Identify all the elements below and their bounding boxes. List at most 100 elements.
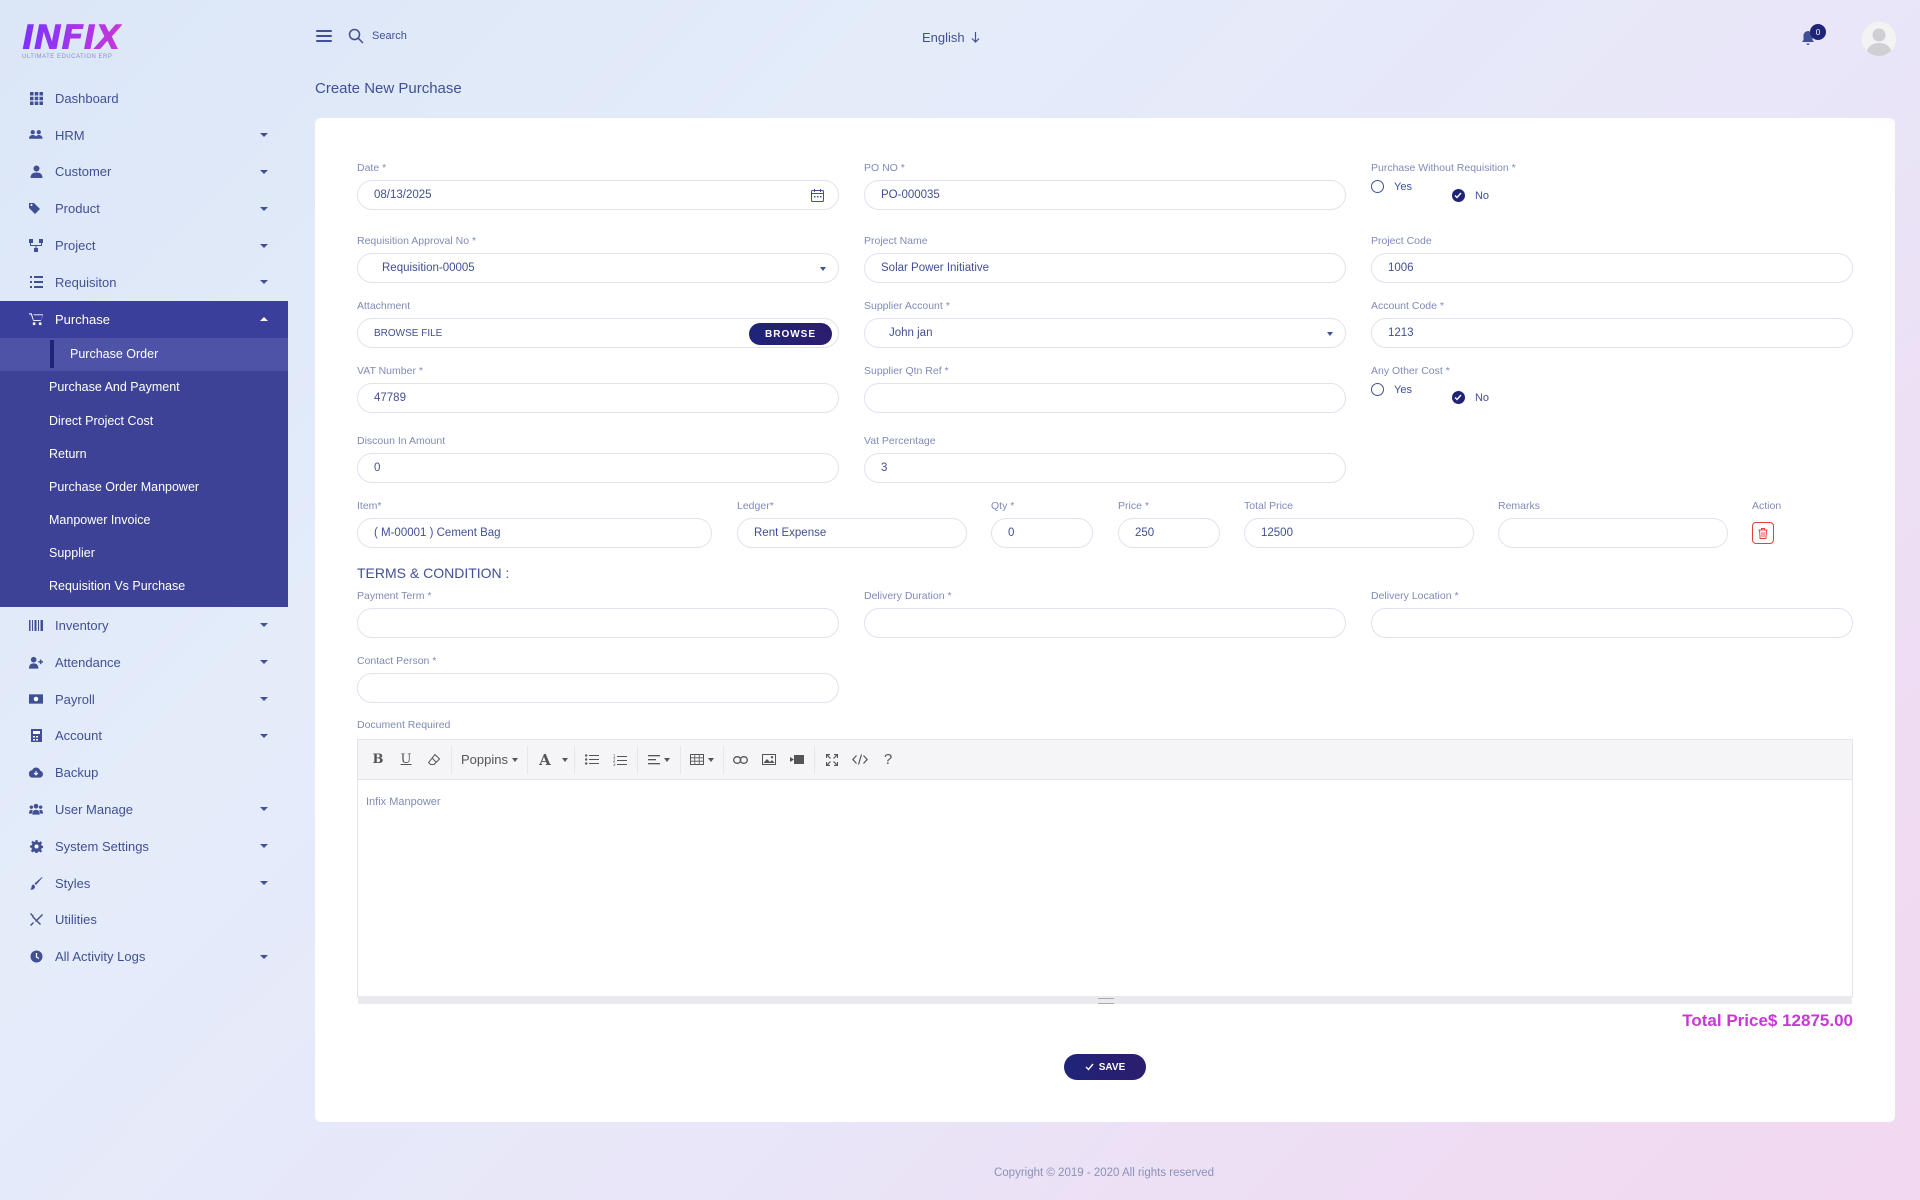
sidebar-item-label: HRM: [55, 127, 85, 143]
help-icon[interactable]: ?: [883, 751, 893, 768]
table-icon[interactable]: [684, 746, 720, 774]
qty-value: 0: [1008, 527, 1015, 539]
video-icon[interactable]: [783, 746, 811, 774]
hamburger-menu-icon[interactable]: [316, 30, 332, 42]
pwr-no-radio[interactable]: No: [1451, 189, 1489, 202]
pwr-radio-group: Yes No: [1371, 180, 1671, 202]
requisition-select[interactable]: Requisition-00005: [357, 253, 839, 283]
project-name-input[interactable]: Solar Power Initiative: [864, 253, 1346, 283]
editor-resize-handle[interactable]: [358, 996, 1852, 1004]
submenu-label: Manpower Invoice: [49, 513, 151, 528]
sidebar-item-requisition[interactable]: Requisiton: [0, 264, 288, 301]
vat-percentage-input[interactable]: 3: [864, 453, 1346, 483]
contact-person-label: Contact Person *: [357, 655, 437, 667]
item-select[interactable]: ( M-00001 ) Cement Bag: [357, 518, 712, 548]
calendar-icon[interactable]: [811, 189, 824, 202]
supplier-account-select[interactable]: John jan: [864, 318, 1346, 348]
sidebar-item-customer[interactable]: Customer: [0, 154, 288, 191]
sidebar-item-attendance[interactable]: Attendance: [0, 644, 288, 681]
language-label: English: [922, 30, 965, 45]
sidebar-item-purchase[interactable]: Purchase: [0, 300, 288, 338]
sidebar-item-backup[interactable]: Backup: [0, 754, 288, 791]
sidebar-item-payroll[interactable]: Payroll: [0, 681, 288, 718]
discount-value: 0: [374, 462, 381, 474]
submenu-item-supplier[interactable]: Supplier: [0, 537, 288, 570]
discount-field-group: Discoun In Amount 0: [357, 435, 839, 483]
sidebar-item-product[interactable]: Product: [0, 190, 288, 227]
sidebar-item-dashboard[interactable]: Dashboard: [0, 80, 288, 117]
language-selector[interactable]: English: [922, 30, 980, 45]
date-input[interactable]: 08/13/2025: [357, 180, 839, 210]
submenu-item-manpower-invoice[interactable]: Manpower Invoice: [0, 504, 288, 537]
sidebar-item-utilities[interactable]: Utilities: [0, 901, 288, 938]
account-code-input[interactable]: 1213: [1371, 318, 1853, 348]
total-price-label: Total Price: [1244, 500, 1294, 512]
editor-content[interactable]: Infix Manpower: [366, 796, 441, 808]
submenu-item-requisition-vs-purchase[interactable]: Requisition Vs Purchase: [0, 570, 288, 603]
svg-text:3: 3: [613, 762, 616, 766]
delivery-location-input[interactable]: [1371, 608, 1853, 638]
code-view-icon[interactable]: [846, 746, 874, 774]
total-price-input[interactable]: 12500: [1244, 518, 1474, 548]
vat-number-input[interactable]: 47789: [357, 383, 839, 413]
ledger-label: Ledger*: [737, 500, 774, 512]
avatar[interactable]: [1862, 22, 1896, 56]
requisition-field-group: Requisition Approval No * Requisition-00…: [357, 235, 839, 283]
eraser-icon[interactable]: [420, 746, 448, 774]
image-icon[interactable]: [755, 746, 783, 774]
chevron-down-icon[interactable]: [559, 746, 571, 774]
payment-term-input[interactable]: [357, 608, 839, 638]
font-family-dropdown[interactable]: Poppins: [455, 746, 524, 774]
qty-input[interactable]: 0: [991, 518, 1093, 548]
delete-row-button[interactable]: [1752, 522, 1774, 544]
bold-icon[interactable]: B: [372, 752, 384, 767]
price-input[interactable]: 250: [1118, 518, 1220, 548]
sidebar-item-label: All Activity Logs: [55, 949, 146, 965]
vat-percentage-value: 3: [881, 462, 888, 474]
paragraph-align-icon[interactable]: [641, 746, 677, 774]
logo[interactable]: INFIX ULTIMATE EDUCATION ERP: [22, 20, 122, 62]
attachment-input[interactable]: BROWSE FILE BROWSE: [357, 318, 839, 348]
remarks-input[interactable]: [1498, 518, 1728, 548]
sidebar-item-styles[interactable]: Styles: [0, 865, 288, 902]
fullscreen-icon[interactable]: [818, 746, 846, 774]
brush-icon: [29, 876, 43, 890]
discount-input[interactable]: 0: [357, 453, 839, 483]
underline-icon[interactable]: U: [400, 752, 412, 767]
other-cost-no-radio[interactable]: No: [1451, 391, 1489, 404]
browse-button[interactable]: BROWSE: [749, 323, 832, 345]
radio-label: Yes: [1394, 383, 1412, 396]
supplier-qtn-input[interactable]: [864, 383, 1346, 413]
pwr-yes-radio[interactable]: Yes: [1371, 180, 1412, 193]
submenu-item-purchase-order-manpower[interactable]: Purchase Order Manpower: [0, 470, 288, 503]
submenu-item-return[interactable]: Return: [0, 437, 288, 470]
cloud-icon: [29, 766, 43, 780]
submenu-label: Return: [49, 446, 87, 461]
bullet-list-icon[interactable]: [578, 746, 606, 774]
link-icon[interactable]: [727, 746, 755, 774]
submenu-item-purchase-order[interactable]: Purchase Order: [0, 337, 288, 371]
contact-person-input[interactable]: [357, 673, 839, 703]
font-color-icon[interactable]: A: [539, 750, 551, 769]
search-icon[interactable]: [348, 28, 364, 44]
requisition-label: Requisition Approval No *: [357, 235, 477, 247]
chevron-up-icon: [260, 317, 268, 322]
sidebar-item-project[interactable]: Project: [0, 227, 288, 264]
sidebar-item-all-activity-logs[interactable]: All Activity Logs: [0, 938, 288, 975]
sidebar-item-inventory[interactable]: Inventory: [0, 607, 288, 644]
sidebar-item-hrm[interactable]: HRM: [0, 117, 288, 154]
sidebar-item-account[interactable]: Account: [0, 717, 288, 754]
ledger-input[interactable]: Rent Expense: [737, 518, 967, 548]
sidebar-item-user-manage[interactable]: User Manage: [0, 791, 288, 828]
other-cost-yes-radio[interactable]: Yes: [1371, 383, 1412, 396]
po-no-input[interactable]: PO-000035: [864, 180, 1346, 210]
save-button[interactable]: SAVE: [1064, 1054, 1146, 1080]
sidebar-item-system-settings[interactable]: System Settings: [0, 828, 288, 865]
submenu-item-direct-project-cost[interactable]: Direct Project Cost: [0, 404, 288, 437]
search-input[interactable]: [372, 26, 522, 46]
submenu-item-purchase-and-payment[interactable]: Purchase And Payment: [0, 371, 288, 404]
chevron-down-icon: [820, 267, 826, 271]
delivery-duration-input[interactable]: [864, 608, 1346, 638]
project-code-input[interactable]: 1006: [1371, 253, 1853, 283]
